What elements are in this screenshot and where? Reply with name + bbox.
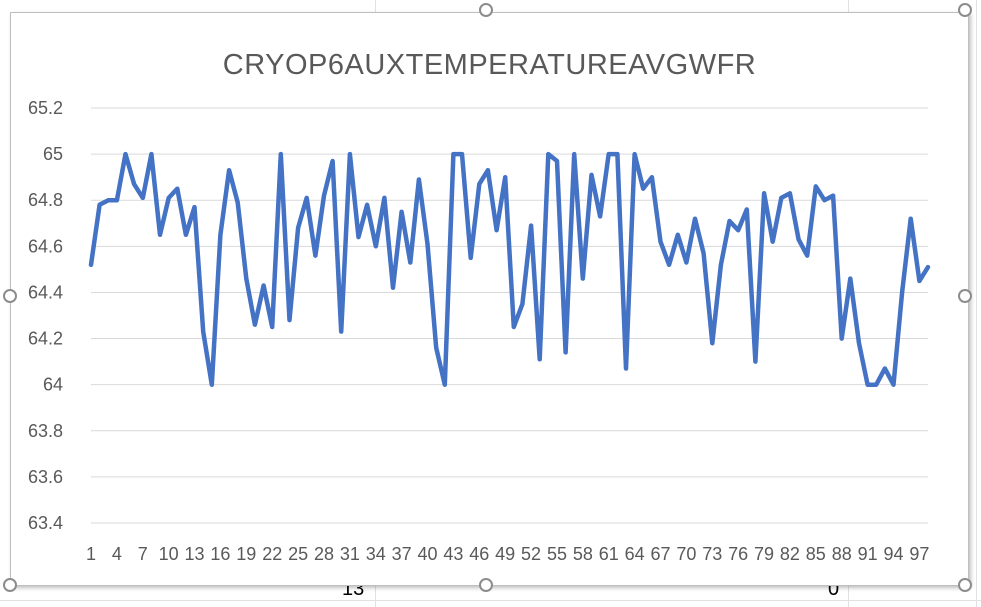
y-tick-label: 64.4 [28,282,63,302]
x-tick-label: 52 [521,544,541,564]
resize-handle-bottom[interactable] [479,578,493,592]
y-tick-label: 64.6 [28,236,63,256]
resize-handle-bottom-left[interactable] [3,578,17,592]
x-tick-label: 82 [780,544,800,564]
y-tick-label: 63.4 [28,513,63,533]
x-tick-label: 88 [832,544,852,564]
x-tick-label: 1 [86,544,96,564]
x-tick-label: 25 [288,544,308,564]
y-tick-label: 63.6 [28,467,63,487]
resize-handle-left[interactable] [3,289,17,303]
x-tick-label: 85 [806,544,826,564]
x-tick-label: 13 [185,544,205,564]
x-tick-label: 70 [676,544,696,564]
y-tick-label: 64 [43,375,63,395]
resize-handle-right[interactable] [958,289,972,303]
x-tick-label: 91 [858,544,878,564]
x-tick-label: 55 [547,544,567,564]
x-tick-label: 61 [599,544,619,564]
x-tick-label: 34 [366,544,386,564]
x-tick-label: 79 [754,544,774,564]
chart-title[interactable]: CRYOP6AUXTEMPERATUREAVGWFR [222,49,757,81]
x-tick-label: 4 [112,544,122,564]
x-tick-label: 64 [625,544,645,564]
y-tick-label: 65 [43,144,63,164]
resize-handle-top-right[interactable] [958,3,972,17]
x-tick-label: 76 [728,544,748,564]
x-tick-label: 73 [702,544,722,564]
y-tick-label: 63.8 [28,421,63,441]
x-tick-label: 28 [314,544,334,564]
x-tick-label: 43 [443,544,463,564]
x-tick-label: 49 [495,544,515,564]
x-tick-label: 16 [210,544,230,564]
x-tick-label: 10 [159,544,179,564]
resize-handle-top[interactable] [479,3,493,17]
x-tick-label: 31 [340,544,360,564]
x-tick-label: 94 [883,544,903,564]
y-tick-label: 64.2 [28,329,63,349]
x-tick-label: 46 [469,544,489,564]
cell-value[interactable]: 0 [828,578,840,600]
series-line[interactable] [88,151,931,387]
grid-line [976,0,977,607]
x-tick-label: 37 [392,544,412,564]
x-tick-label: 58 [573,544,593,564]
x-tick-label: 22 [262,544,282,564]
x-tick-label: 7 [138,544,148,564]
x-tick-label: 67 [650,544,670,564]
y-tick-label: 65.2 [28,98,63,118]
x-tick-label: 40 [418,544,438,564]
grid-line [0,600,981,601]
y-tick-label: 64.8 [28,190,63,210]
resize-handle-bottom-right[interactable] [958,578,972,592]
x-tick-label: 19 [236,544,256,564]
x-tick-label: 97 [909,544,929,564]
